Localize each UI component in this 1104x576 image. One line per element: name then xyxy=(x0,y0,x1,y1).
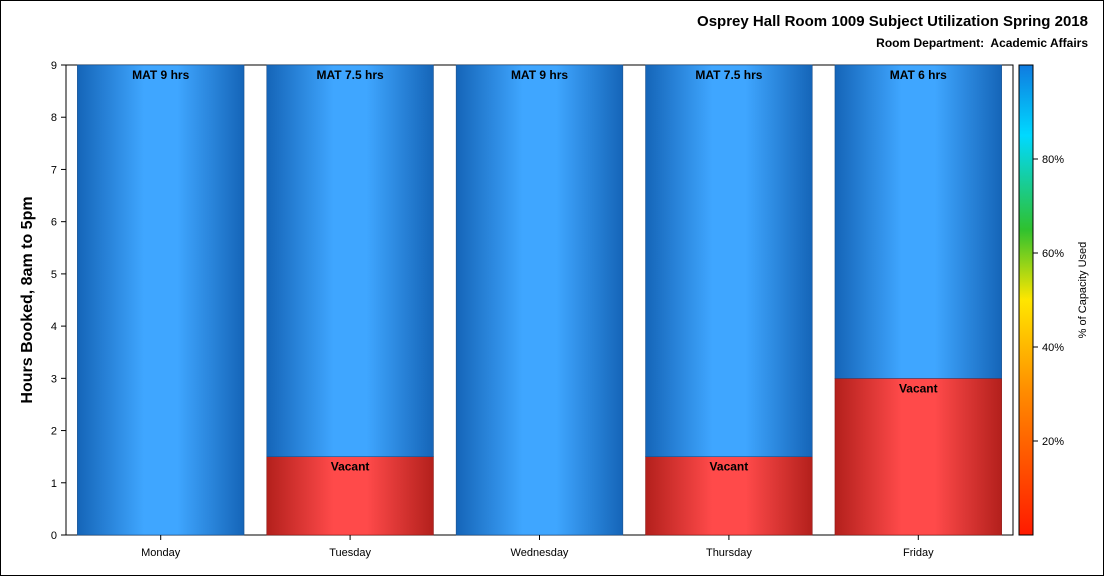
bar-label: Vacant xyxy=(899,381,938,395)
bar-label: MAT 7.5 hrs xyxy=(317,68,384,82)
x-tick-label: Wednesday xyxy=(511,547,569,559)
colorbar-tick-label: 80% xyxy=(1042,154,1064,166)
y-tick-label: 8 xyxy=(51,112,57,124)
bar-mat-tuesday xyxy=(266,64,434,457)
chart-subtitle: Room Department: Academic Affairs xyxy=(876,36,1088,50)
y-tick-label: 4 xyxy=(51,321,57,333)
y-axis-label: Hours Booked, 8am to 5pm xyxy=(19,196,36,403)
bar-mat-wednesday xyxy=(455,64,624,536)
y-tick-label: 2 xyxy=(51,426,57,438)
y-tick-label: 0 xyxy=(51,530,57,542)
y-tick-label: 9 xyxy=(51,60,57,72)
bar-label: Vacant xyxy=(331,460,370,474)
bar-mat-monday xyxy=(77,64,245,536)
x-tick-label: Friday xyxy=(903,547,934,559)
bar-mat-friday xyxy=(834,64,1002,379)
y-tick-label: 1 xyxy=(51,478,57,490)
y-tick-label: 6 xyxy=(51,217,57,229)
bar-label: MAT 6 hrs xyxy=(890,68,947,82)
colorbar-label: % of Capacity Used xyxy=(1077,242,1089,339)
bar-label: Vacant xyxy=(710,460,749,474)
x-tick-label: Thursday xyxy=(706,547,752,559)
y-tick-label: 3 xyxy=(51,373,57,385)
colorbar-tick-label: 60% xyxy=(1042,248,1064,260)
bar-mat-thursday xyxy=(645,64,813,457)
bar-label: MAT 9 hrs xyxy=(511,68,568,82)
chart-title: Osprey Hall Room 1009 Subject Utilizatio… xyxy=(697,13,1088,30)
bar-label: MAT 9 hrs xyxy=(132,68,189,82)
colorbar-tick-label: 20% xyxy=(1042,436,1064,448)
bar-label: MAT 7.5 hrs xyxy=(695,68,762,82)
y-tick-label: 7 xyxy=(51,164,57,176)
x-tick-label: Monday xyxy=(141,547,181,559)
y-tick-label: 5 xyxy=(51,269,57,281)
colorbar xyxy=(1018,64,1034,536)
bar-vacant-thursday xyxy=(645,456,813,536)
x-tick-label: Tuesday xyxy=(329,547,371,559)
bar-vacant-friday xyxy=(834,378,1002,536)
colorbar-tick-label: 40% xyxy=(1042,342,1064,354)
